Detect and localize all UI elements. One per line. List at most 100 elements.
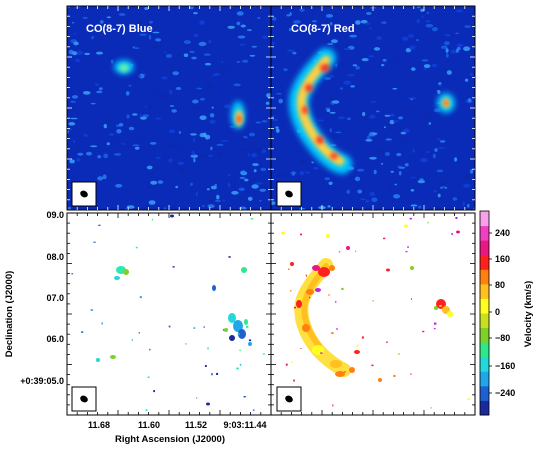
- noise-speck: [317, 119, 324, 122]
- colorbar-segment: [480, 283, 489, 299]
- noise-speck: [305, 171, 310, 174]
- noise-speck: [168, 158, 173, 163]
- noise-speck: [293, 20, 301, 24]
- noise-speck: [155, 38, 162, 42]
- noise-speck: [311, 161, 314, 164]
- noise-speck: [137, 74, 141, 79]
- noise-speck: [201, 205, 205, 207]
- noise-speck: [207, 82, 213, 88]
- noise-speck: [221, 61, 224, 64]
- noise-speck: [91, 36, 94, 40]
- colorbar-segment: [480, 298, 489, 314]
- noise-speck: [161, 94, 169, 99]
- velocity-speck: [293, 379, 295, 382]
- noise-speck: [423, 113, 430, 117]
- colorbar-segment: [480, 385, 489, 401]
- noise-speck: [199, 115, 207, 120]
- noise-speck: [392, 87, 398, 90]
- noise-speck: [338, 116, 345, 120]
- panel-title-red: CO(8-7) Red: [291, 23, 355, 35]
- noise-speck: [190, 133, 197, 136]
- noise-speck: [247, 196, 253, 201]
- noise-speck: [271, 41, 275, 45]
- noise-speck: [343, 80, 351, 85]
- noise-speck: [147, 105, 153, 110]
- noise-speck: [441, 45, 448, 49]
- noise-speck: [152, 31, 160, 34]
- noise-speck: [445, 53, 449, 58]
- panel-title-blue: CO(8-7) Blue: [86, 23, 153, 35]
- noise-speck: [251, 184, 259, 189]
- noise-speck: [244, 178, 249, 182]
- noise-speck: [346, 74, 355, 77]
- colorbar-segment: [480, 313, 489, 329]
- noise-speck: [97, 155, 102, 159]
- noise-speck: [236, 21, 241, 26]
- velocity-speck: [71, 273, 74, 275]
- velocity-speck: [145, 409, 148, 411]
- colorbar-segment: [480, 225, 489, 241]
- noise-speck: [75, 144, 81, 149]
- noise-speck: [438, 77, 442, 80]
- noise-speck: [204, 62, 212, 66]
- noise-speck: [114, 153, 122, 156]
- velocity-speck: [455, 217, 458, 219]
- noise-speck: [325, 14, 334, 18]
- noise-speck: [464, 25, 472, 28]
- velocity-speck: [300, 233, 302, 236]
- noise-speck: [192, 99, 199, 104]
- noise-speck: [71, 176, 75, 179]
- velocity-speck: [138, 332, 140, 334]
- noise-speck: [132, 144, 140, 147]
- noise-speck: [435, 91, 438, 96]
- noise-speck: [132, 113, 138, 116]
- noise-speck: [354, 176, 361, 182]
- noise-speck: [299, 8, 305, 12]
- noise-speck: [306, 49, 309, 52]
- noise-speck: [236, 60, 241, 63]
- noise-speck: [203, 46, 206, 48]
- noise-speck: [343, 47, 351, 51]
- noise-speck: [100, 20, 104, 24]
- noise-speck: [97, 176, 104, 181]
- velocity-speck: [328, 294, 331, 296]
- noise-speck: [255, 182, 263, 185]
- velocity-speck: [343, 371, 346, 373]
- noise-speck: [259, 199, 262, 202]
- noise-speck: [271, 118, 279, 122]
- velocity-speck: [305, 274, 307, 277]
- noise-speck: [193, 158, 196, 163]
- noise-speck: [128, 84, 132, 87]
- noise-speck: [257, 16, 261, 20]
- velocity-speck: [331, 332, 334, 335]
- noise-speck: [312, 166, 319, 170]
- noise-speck: [346, 117, 351, 120]
- noise-speck: [425, 20, 431, 23]
- noise-speck: [329, 22, 333, 26]
- noise-speck: [174, 162, 178, 167]
- noise-speck: [426, 11, 430, 14]
- noise-speck: [262, 35, 268, 40]
- noise-speck: [332, 100, 340, 104]
- noise-speck: [103, 113, 107, 115]
- x-tick-label: 9:03:11.44: [223, 420, 266, 430]
- noise-speck: [96, 51, 103, 55]
- noise-speck: [360, 19, 368, 24]
- colorbar-segment: [480, 211, 489, 227]
- noise-speck: [470, 169, 474, 174]
- noise-speck: [412, 148, 415, 153]
- beam-marker: [71, 181, 97, 207]
- noise-speck: [149, 142, 157, 145]
- noise-speck: [385, 138, 393, 141]
- noise-speck: [165, 53, 172, 58]
- noise-speck: [410, 98, 413, 101]
- noise-speck: [416, 19, 420, 24]
- noise-speck: [377, 203, 385, 207]
- velocity-speck: [203, 326, 205, 328]
- panel-red-map: CO(8-7) Red: [270, 5, 476, 211]
- velocity-speck: [246, 326, 249, 328]
- noise-speck: [246, 29, 252, 31]
- noise-speck: [73, 32, 76, 35]
- noise-speck: [110, 59, 114, 64]
- noise-speck: [439, 140, 446, 143]
